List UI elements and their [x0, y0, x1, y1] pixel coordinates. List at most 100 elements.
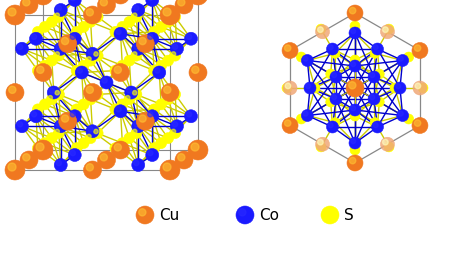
- Circle shape: [370, 95, 374, 100]
- Circle shape: [56, 122, 62, 127]
- Circle shape: [384, 142, 394, 152]
- Circle shape: [150, 67, 155, 71]
- Circle shape: [39, 60, 50, 71]
- Circle shape: [31, 34, 36, 40]
- Circle shape: [139, 37, 146, 45]
- Circle shape: [351, 62, 356, 67]
- Circle shape: [98, 0, 116, 14]
- Circle shape: [349, 137, 361, 149]
- Circle shape: [132, 42, 145, 55]
- Circle shape: [155, 138, 167, 149]
- Circle shape: [418, 83, 428, 93]
- Circle shape: [330, 71, 342, 83]
- Circle shape: [133, 129, 137, 134]
- Circle shape: [133, 90, 137, 95]
- Circle shape: [85, 16, 96, 27]
- Circle shape: [324, 209, 331, 216]
- Circle shape: [390, 83, 400, 93]
- Circle shape: [39, 138, 50, 149]
- Circle shape: [282, 83, 292, 93]
- Circle shape: [41, 23, 46, 27]
- Circle shape: [54, 42, 67, 55]
- Circle shape: [284, 120, 291, 126]
- Circle shape: [86, 86, 93, 93]
- Circle shape: [80, 23, 84, 27]
- Circle shape: [86, 9, 93, 16]
- Circle shape: [20, 0, 38, 14]
- Circle shape: [20, 151, 38, 169]
- Circle shape: [146, 0, 159, 6]
- Circle shape: [404, 52, 414, 62]
- Circle shape: [170, 89, 181, 100]
- Circle shape: [32, 65, 44, 76]
- Circle shape: [41, 101, 46, 105]
- Circle shape: [188, 0, 208, 5]
- Circle shape: [150, 144, 155, 149]
- Circle shape: [349, 60, 361, 72]
- Circle shape: [414, 45, 421, 51]
- Circle shape: [136, 112, 154, 130]
- Text: Cu: Cu: [159, 207, 179, 223]
- Circle shape: [80, 139, 84, 144]
- Circle shape: [301, 55, 313, 67]
- Circle shape: [157, 62, 162, 66]
- Circle shape: [117, 99, 128, 110]
- Circle shape: [148, 0, 153, 1]
- Circle shape: [127, 88, 132, 93]
- Circle shape: [163, 8, 171, 16]
- Circle shape: [327, 121, 338, 133]
- Circle shape: [87, 18, 91, 22]
- Circle shape: [303, 111, 308, 116]
- Circle shape: [71, 65, 82, 76]
- Circle shape: [54, 120, 67, 133]
- Circle shape: [46, 133, 57, 144]
- Circle shape: [298, 115, 302, 120]
- Circle shape: [71, 26, 82, 37]
- Circle shape: [413, 81, 427, 95]
- Circle shape: [29, 110, 43, 123]
- Circle shape: [83, 83, 101, 101]
- Circle shape: [33, 0, 53, 5]
- Circle shape: [80, 62, 84, 66]
- Circle shape: [32, 143, 44, 154]
- Circle shape: [62, 37, 69, 45]
- Circle shape: [34, 67, 38, 71]
- Circle shape: [111, 0, 129, 4]
- Circle shape: [178, 154, 185, 161]
- Circle shape: [41, 62, 46, 66]
- Circle shape: [397, 55, 409, 67]
- Circle shape: [331, 50, 336, 54]
- Circle shape: [56, 5, 62, 11]
- Circle shape: [111, 144, 116, 149]
- Circle shape: [372, 119, 375, 123]
- Circle shape: [146, 32, 159, 45]
- Circle shape: [191, 66, 199, 73]
- Circle shape: [301, 109, 313, 121]
- Circle shape: [350, 21, 360, 31]
- Circle shape: [116, 107, 121, 112]
- Circle shape: [111, 67, 116, 71]
- Circle shape: [405, 54, 409, 57]
- Circle shape: [73, 144, 77, 149]
- Circle shape: [34, 144, 38, 149]
- Circle shape: [23, 0, 30, 6]
- Circle shape: [31, 112, 36, 117]
- Circle shape: [77, 68, 82, 73]
- Circle shape: [184, 110, 198, 123]
- Circle shape: [372, 121, 383, 133]
- Circle shape: [34, 106, 38, 110]
- Circle shape: [419, 84, 423, 88]
- Circle shape: [92, 128, 103, 139]
- Circle shape: [161, 83, 179, 101]
- Circle shape: [78, 99, 89, 110]
- Circle shape: [149, 26, 160, 37]
- Circle shape: [157, 139, 162, 144]
- Circle shape: [150, 106, 155, 110]
- Circle shape: [306, 84, 310, 89]
- Circle shape: [160, 160, 180, 180]
- Circle shape: [49, 88, 55, 93]
- Circle shape: [328, 45, 333, 50]
- Circle shape: [171, 120, 183, 133]
- Circle shape: [150, 28, 155, 32]
- Circle shape: [148, 34, 153, 40]
